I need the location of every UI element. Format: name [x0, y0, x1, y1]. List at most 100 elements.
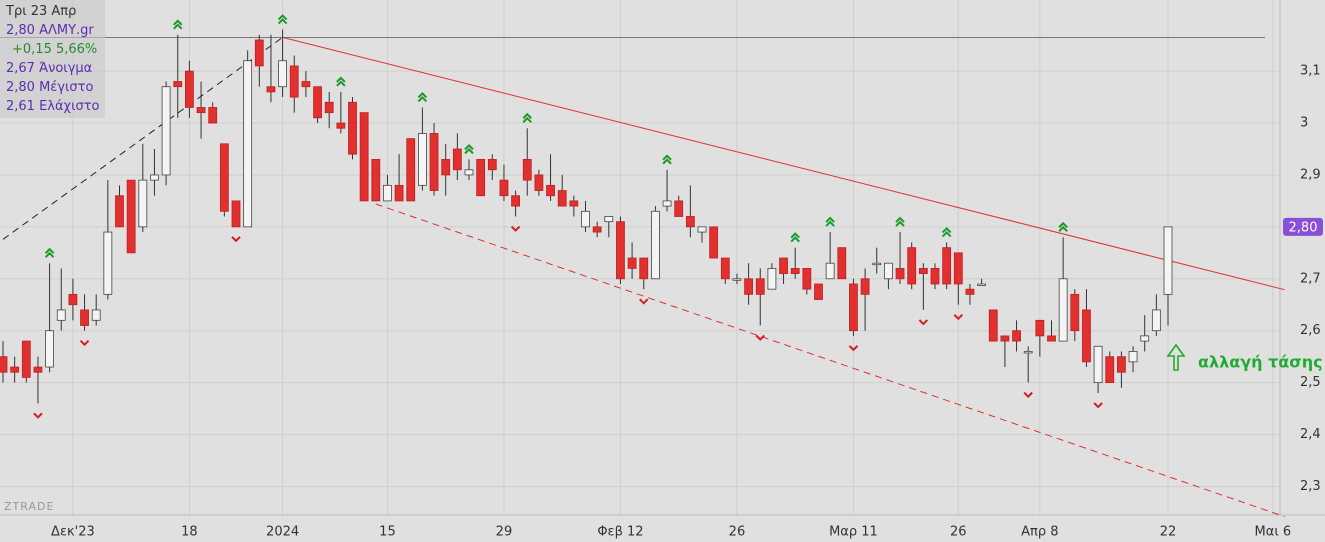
- candle-body: [348, 101, 357, 155]
- candle-body: [1058, 278, 1068, 342]
- signal-up: [941, 227, 952, 238]
- candle-body: [10, 366, 20, 373]
- candle-body: [0, 356, 8, 373]
- info-price: 2,80 ΑΛΜΥ.gr: [6, 23, 94, 38]
- candle: [930, 263, 940, 290]
- candle-body: [394, 184, 404, 202]
- candle: [138, 143, 148, 233]
- info-open: 2,67 Άνοιγμα: [6, 61, 93, 76]
- candle: [802, 268, 812, 295]
- candle-body: [429, 133, 439, 191]
- candle-body: [452, 148, 462, 171]
- candle: [1151, 294, 1161, 336]
- candle-body: [849, 283, 858, 332]
- candle-body: [80, 309, 89, 326]
- candle: [301, 71, 311, 98]
- candle: [441, 143, 451, 196]
- candle: [697, 226, 707, 243]
- candle-body: [383, 184, 392, 202]
- candle-body: [1070, 293, 1080, 332]
- candle: [208, 102, 218, 124]
- candle-body: [942, 247, 952, 285]
- candle-body: [988, 309, 998, 342]
- trend-line: [2, 36, 283, 240]
- info-date: Τρι 23 Απρ: [6, 4, 77, 19]
- candle: [814, 283, 823, 300]
- candle: [1117, 351, 1126, 388]
- candle: [907, 242, 917, 290]
- annotation: αλλαγή τάσης: [1198, 353, 1323, 372]
- candle-body: [406, 138, 416, 202]
- trend-line: [282, 36, 1285, 291]
- x-tick-label: Δεκ'23: [51, 525, 95, 540]
- candle: [779, 257, 788, 284]
- candle-body: [581, 210, 590, 228]
- candle: [103, 180, 113, 300]
- candle-body: [918, 268, 928, 274]
- candle-body: [371, 158, 381, 202]
- candle-body: [592, 226, 602, 233]
- signal-up: [417, 92, 428, 103]
- y-tick-label: 2,4: [1300, 427, 1321, 442]
- candle-body: [313, 86, 322, 119]
- candle: [1012, 320, 1021, 352]
- candle: [359, 112, 369, 202]
- candle: [0, 341, 8, 383]
- candle-body: [814, 283, 823, 300]
- candle-body: [977, 283, 986, 286]
- candle: [884, 262, 893, 290]
- candle: [499, 164, 509, 201]
- candle: [685, 185, 695, 238]
- signal-up: [336, 76, 346, 87]
- candle-body: [359, 112, 369, 202]
- candle: [709, 226, 719, 259]
- signal-up: [662, 154, 672, 165]
- candle: [266, 34, 276, 103]
- candle: [546, 154, 555, 201]
- candle-body: [884, 262, 893, 280]
- candle: [1163, 226, 1173, 326]
- candle: [942, 242, 952, 290]
- signal-down: [639, 298, 649, 305]
- candle-body: [616, 221, 625, 280]
- candle-body: [953, 252, 963, 285]
- candle-body: [907, 247, 917, 285]
- x-tick-label: 15: [379, 525, 396, 540]
- signal-down: [510, 225, 521, 232]
- candle: [243, 50, 253, 228]
- candle: [1058, 237, 1068, 342]
- candle-body: [790, 268, 800, 274]
- candle: [406, 138, 416, 202]
- signal-up: [825, 216, 835, 227]
- candle: [977, 278, 986, 286]
- candle: [849, 278, 858, 336]
- candle-body: [301, 81, 311, 88]
- x-tick-label: 26: [729, 525, 746, 540]
- candle: [1000, 335, 1010, 368]
- candle: [674, 195, 684, 217]
- candle-body: [45, 330, 54, 368]
- candle: [196, 81, 206, 139]
- candle: [557, 174, 567, 207]
- candle: [534, 169, 544, 196]
- candle: [988, 309, 998, 342]
- candle: [464, 159, 474, 181]
- signal-down: [1023, 391, 1033, 399]
- signal-up: [522, 112, 532, 123]
- candle-body: [779, 257, 788, 274]
- candle: [651, 206, 660, 280]
- candle: [744, 263, 753, 305]
- y-tick-label: 2,5: [1300, 375, 1321, 390]
- candle-body: [150, 174, 159, 181]
- candle: [80, 294, 89, 331]
- candle-body: [744, 278, 753, 295]
- candle: [452, 133, 462, 181]
- signal-down: [79, 339, 90, 347]
- watermark: ZTRADE: [4, 500, 54, 513]
- candle: [581, 200, 590, 233]
- candle: [231, 200, 241, 228]
- y-tick-label: 2,7: [1300, 271, 1321, 286]
- candle-body: [1105, 356, 1115, 384]
- candle: [662, 169, 672, 212]
- x-tick-label: 2024: [266, 525, 299, 540]
